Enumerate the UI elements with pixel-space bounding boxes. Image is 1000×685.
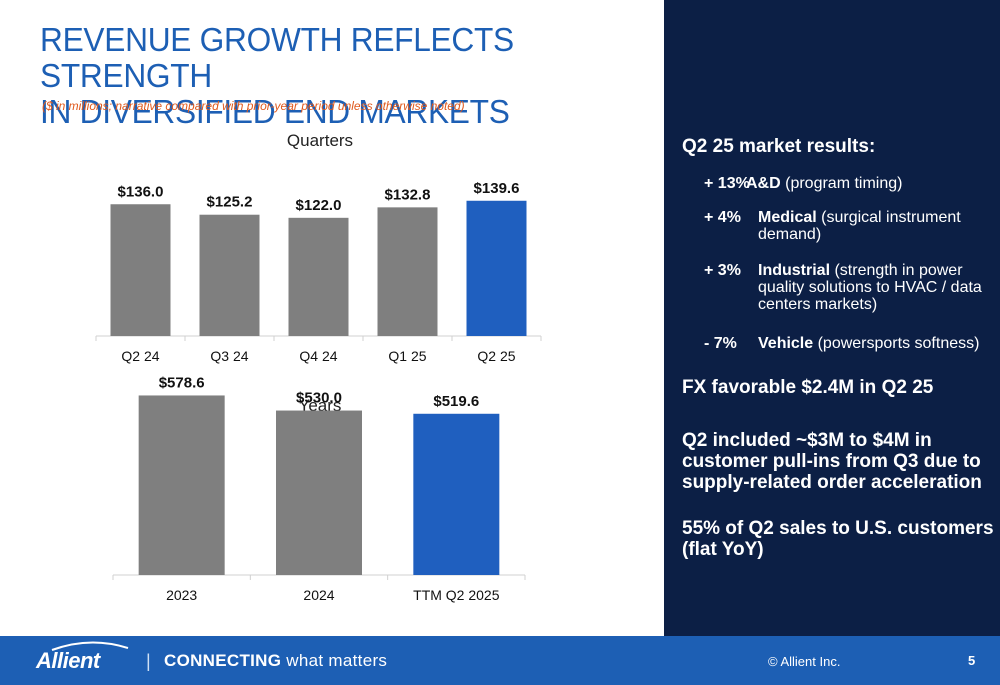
market-results-heading: Q2 25 market results: xyxy=(682,136,876,157)
years-chart: $578.6 2023 $530.0 2024 $519.6 TTM Q2 2025 xyxy=(112,374,526,603)
x-tick-label: Q1 25 xyxy=(388,348,426,364)
tagline-rest: what matters xyxy=(281,651,388,670)
x-tick-label: Q2 25 xyxy=(477,348,515,364)
x-tick-label: TTM Q2 2025 xyxy=(413,587,500,603)
slide-subtitle: ($ in millions; narrative compared with … xyxy=(42,99,465,113)
market-results-panel: Q2 25 market results: + 13% A&D (program… xyxy=(664,0,1000,636)
market-item-text: Industrial (strength in power quality so… xyxy=(758,262,988,313)
market-item-detail: (powersports softness) xyxy=(813,335,980,352)
data-label: $578.6 xyxy=(159,374,205,391)
page-number: 5 xyxy=(968,653,976,668)
data-label: $136.0 xyxy=(118,183,164,200)
slide-title-line-1: REVENUE GROWTH REFLECTS STRENGTH xyxy=(40,21,514,94)
market-item-name: A&D xyxy=(746,175,781,192)
footer-bar: Allient | CONNECTING what matters © Alli… xyxy=(0,636,1000,685)
data-label: $519.6 xyxy=(433,393,479,410)
bar-ttm-q2-2025 xyxy=(413,413,500,575)
x-tick-label: Q2 24 xyxy=(121,348,159,364)
data-label: $122.0 xyxy=(296,197,342,214)
quarters-chart-title: Quarters xyxy=(286,131,354,150)
bar-q4-24 xyxy=(288,217,349,336)
market-item-text: Vehicle (powersports softness) xyxy=(758,335,998,352)
logo-arc-icon xyxy=(51,641,129,651)
data-label: $125.2 xyxy=(207,194,253,211)
market-item-text: Medical (surgical instrument demand) xyxy=(758,209,998,243)
market-item-pct: + 3% xyxy=(704,262,741,279)
x-tick-label: 2023 xyxy=(166,587,197,603)
market-item-text: A&D (program timing) xyxy=(746,175,986,192)
bar-2024 xyxy=(276,410,362,575)
market-item-name: Medical xyxy=(758,209,817,226)
market-item-pct: + 13% xyxy=(704,175,750,192)
quarters-chart: $136.0 Q2 24 $125.2 Q3 24 $122.0 Q4 24 $132.8 Q… xyxy=(95,180,542,364)
us-sales-note: 55% of Q2 sales to U.S. customers (flat … xyxy=(682,518,994,560)
market-item-detail: (program timing) xyxy=(780,175,903,192)
years-chart-title: Years xyxy=(298,396,342,415)
market-item-name: Vehicle xyxy=(758,335,814,352)
fx-note: FX favorable $2.4M in Q2 25 xyxy=(682,377,934,398)
slide-title: REVENUE GROWTH REFLECTS STRENGTH IN DIVE… xyxy=(40,22,635,130)
data-label: $139.6 xyxy=(474,180,520,197)
copyright-text: © Allient Inc. xyxy=(768,654,841,669)
market-item-name: Industrial xyxy=(758,262,831,279)
bar-2023 xyxy=(138,395,225,575)
bar-q2-25 xyxy=(466,200,527,336)
bar-q1-25 xyxy=(377,207,438,336)
allient-logo: Allient xyxy=(36,648,100,673)
footer-tagline: CONNECTING what matters xyxy=(164,651,387,671)
data-label: $132.8 xyxy=(385,186,431,203)
bar-q3-24 xyxy=(199,214,260,336)
tagline-strong: CONNECTING xyxy=(164,651,282,670)
bar-q2-24 xyxy=(110,204,171,336)
slide-title-line-2: IN DIVERSIFIED END MARKETS xyxy=(40,93,510,130)
pull-ins-note: Q2 included ~$3M to $4M in customer pull… xyxy=(682,430,982,493)
data-label: $530.0 xyxy=(296,390,342,407)
market-item-pct: - 7% xyxy=(704,335,737,352)
footer-divider: | xyxy=(146,651,151,671)
market-item-pct: + 4% xyxy=(704,209,741,226)
x-tick-label: Q3 24 xyxy=(210,348,248,364)
market-item-detail: (strength in power quality solutions to … xyxy=(758,262,982,313)
x-tick-label: Q4 24 xyxy=(299,348,337,364)
market-item-detail: (surgical instrument demand) xyxy=(758,209,961,243)
x-tick-label: 2024 xyxy=(303,587,334,603)
